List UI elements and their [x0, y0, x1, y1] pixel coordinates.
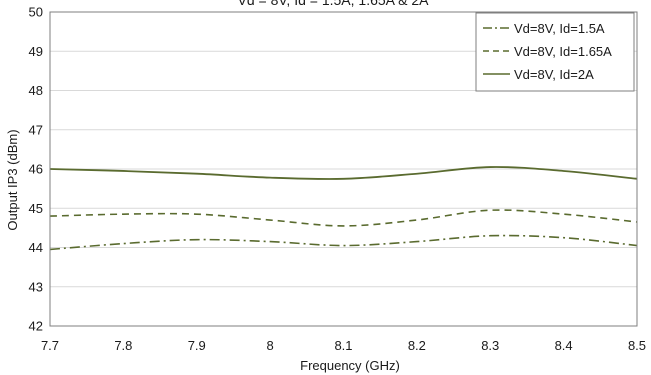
series-line-3: [49, 166, 638, 180]
legend-label-1: Vd=8V, Id=1.5A: [514, 21, 605, 36]
x-tick-label: 8.1: [334, 338, 352, 353]
plot-frame: [49, 11, 638, 327]
y-axis-ticks: 42 43 44 45 46 47 48 49 50: [29, 5, 43, 334]
legend: Vd=8V, Id=1.5A Vd=8V, Id=1.65A Vd=8V, Id=2…: [475, 12, 635, 92]
x-axis-label: Frequency (GHz): [300, 358, 400, 373]
x-tick-label: 8.3: [481, 338, 499, 353]
x-axis-ticks: 7.7 7.8 7.9 8 8.1 8.2 8.3 8.4 8.5: [41, 338, 646, 353]
y-tick-label: 43: [29, 279, 43, 294]
chart-title: Vd = 8V, Id = 1.5A, 1.65A & 2A: [238, 0, 430, 8]
series-line-2: [49, 209, 638, 227]
x-tick-label: 8.2: [408, 338, 426, 353]
legend-label-3: Vd=8V, Id=2A: [514, 67, 594, 82]
x-tick-label: 8.5: [628, 338, 646, 353]
legend-label-2: Vd=8V, Id=1.65A: [514, 44, 612, 59]
series-line-1: [49, 234, 638, 251]
gridlines: [50, 50, 637, 288]
y-tick-label: 46: [29, 162, 43, 177]
x-tick-label: 7.9: [188, 338, 206, 353]
y-tick-label: 48: [29, 83, 43, 98]
series-layer: [49, 166, 638, 251]
x-tick-label: 7.7: [41, 338, 59, 353]
y-tick-label: 44: [29, 240, 43, 255]
y-tick-label: 50: [29, 5, 43, 20]
y-tick-label: 45: [29, 201, 43, 216]
y-tick-label: 49: [29, 44, 43, 59]
x-tick-label: 8: [267, 338, 274, 353]
y-tick-label: 42: [29, 319, 43, 334]
y-axis-label: Output IP3 (dBm): [5, 129, 20, 230]
legend-box: [475, 12, 635, 92]
x-tick-label: 7.8: [114, 338, 132, 353]
x-tick-label: 8.4: [555, 338, 573, 353]
y-tick-label: 47: [29, 122, 43, 137]
